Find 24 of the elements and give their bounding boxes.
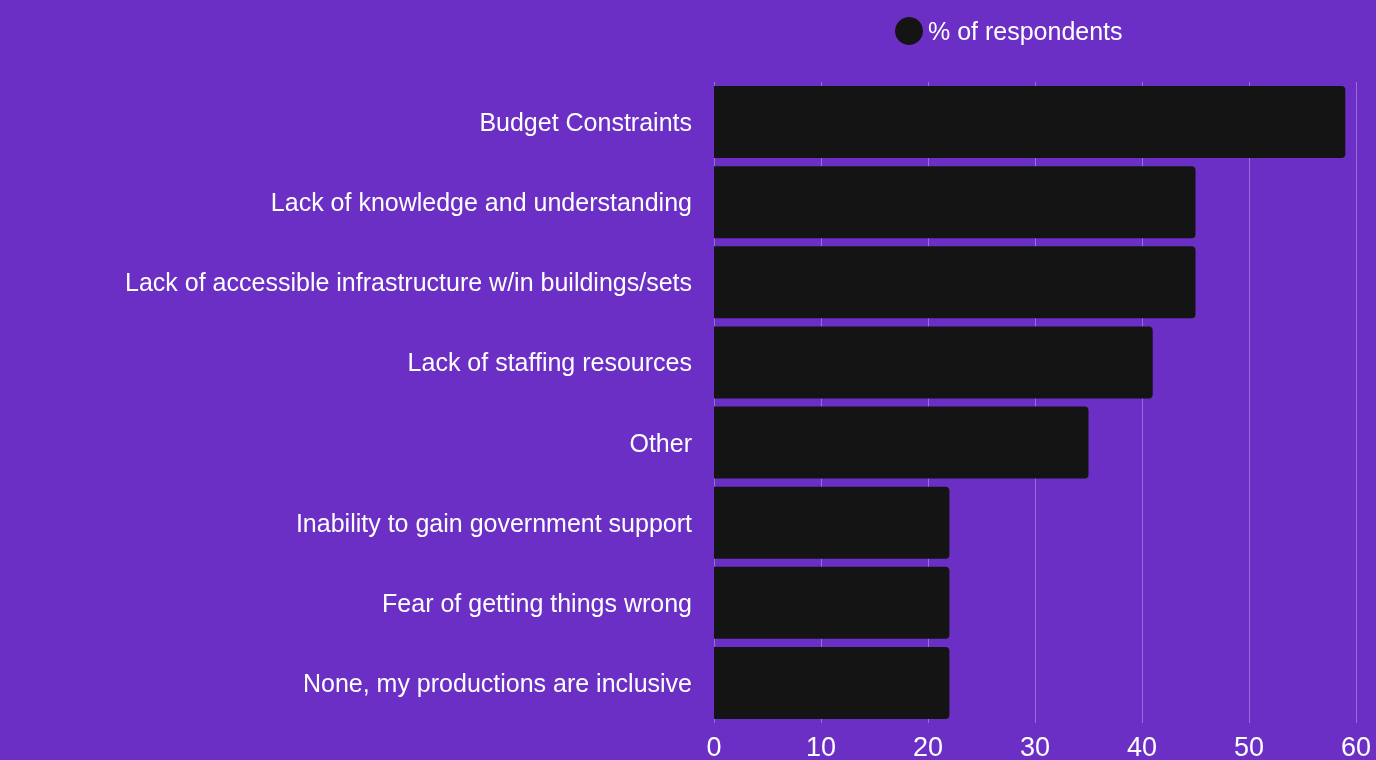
x-tick-label: 20 xyxy=(912,731,944,760)
bar xyxy=(714,86,1346,159)
x-tick-label: 30 xyxy=(1019,731,1051,760)
x-tick-label: 10 xyxy=(805,731,837,760)
y-tick-label: Inability to gain government support xyxy=(295,508,693,537)
y-tick-label: Lack of accessible infrastructure w/in buildings/sets xyxy=(125,268,692,297)
bar xyxy=(714,486,950,559)
x-tick-label: 40 xyxy=(1126,731,1158,760)
y-tick-label: Fear of getting things wrong xyxy=(382,588,692,617)
x-tick-label: 60 xyxy=(1340,731,1372,760)
y-tick-label: Lack of knowledge and understanding xyxy=(270,188,692,217)
y-tick-label: None, my productions are inclusive xyxy=(302,668,692,697)
y-tick-label: Lack of staffing resources xyxy=(407,348,692,377)
x-tick-label: 50 xyxy=(1233,731,1265,760)
bar xyxy=(714,566,950,639)
y-tick-label: Other xyxy=(629,428,692,457)
bar xyxy=(714,406,1089,479)
bar xyxy=(714,166,1196,239)
x-tick-label: 0 xyxy=(706,731,722,760)
y-tick-label: Budget Constraints xyxy=(479,108,692,137)
legend-label: % of respondents xyxy=(928,17,1123,45)
bar xyxy=(714,646,950,719)
bar xyxy=(714,246,1196,319)
bar xyxy=(714,326,1153,399)
